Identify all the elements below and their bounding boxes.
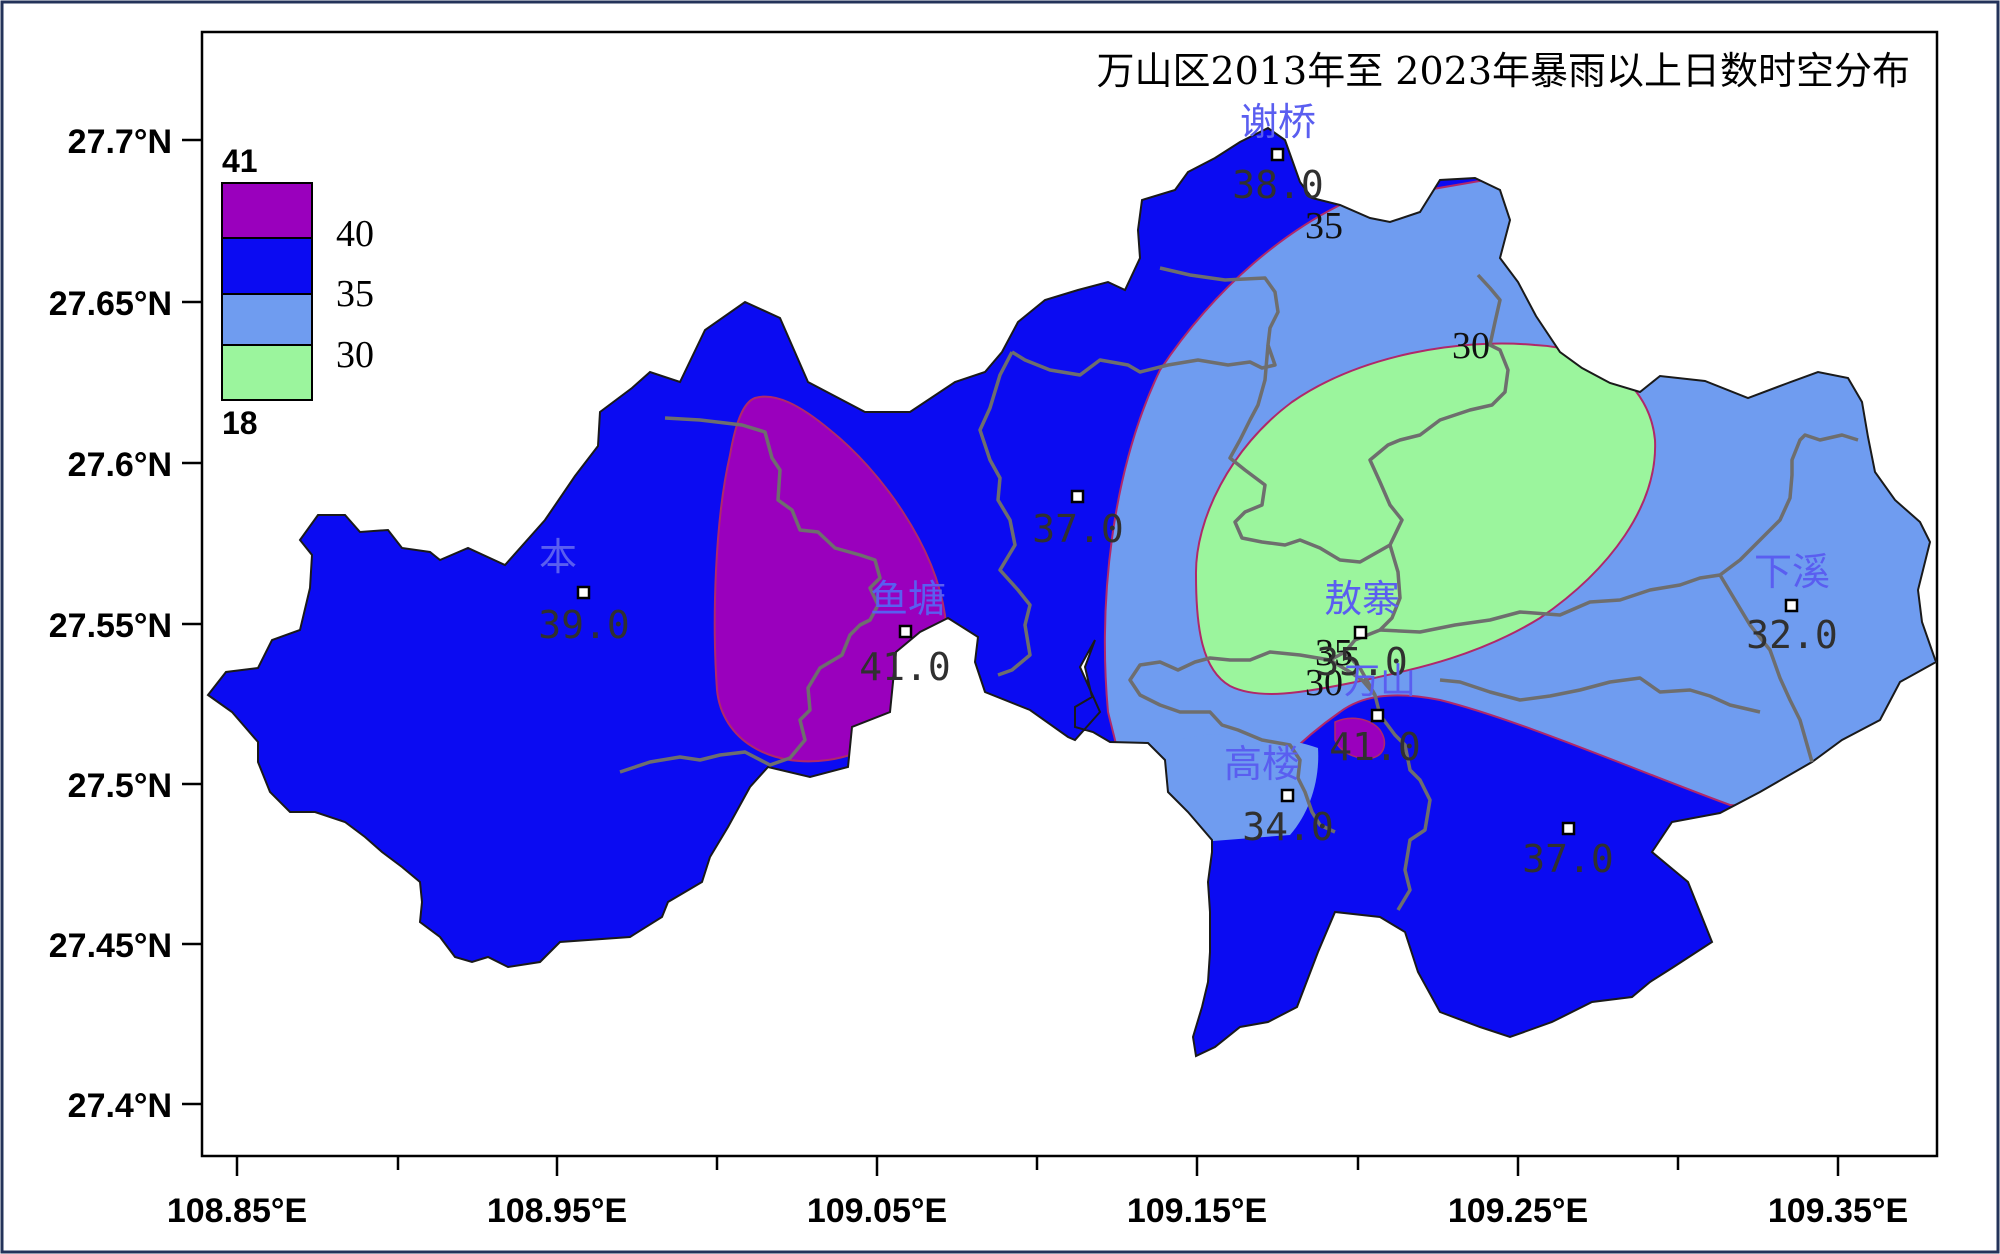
- station-unnamed-south[interactable]: 37.0: [1522, 821, 1614, 881]
- station-unnamed-north[interactable]: 37.0: [1032, 489, 1124, 551]
- station-marker: [1353, 625, 1368, 640]
- zone-40-41-wanshan: [1334, 717, 1386, 760]
- x-tick-label: 109.25°E: [1448, 1192, 1588, 1230]
- station-value: 37.0: [1522, 837, 1614, 881]
- station-west[interactable]: 本 39.0: [538, 535, 630, 647]
- y-tick-label: 27.45°N: [49, 927, 172, 965]
- legend-level-label: 35: [336, 273, 374, 315]
- station-gaolou[interactable]: 高楼 34.0: [1224, 742, 1334, 849]
- station-marker: [1280, 788, 1295, 803]
- x-axis: [235, 1156, 1840, 1176]
- legend: 41 40 35 30 18: [221, 143, 374, 441]
- station-value: 32.0: [1746, 613, 1838, 657]
- map-title: 万山区2013年至 2023年暴雨以上日数时空分布: [1097, 49, 1911, 93]
- station-yutang[interactable]: 鱼塘 41.0: [859, 577, 951, 689]
- zone-18-30: [1194, 342, 1657, 695]
- x-tick-label: 108.85°E: [167, 1192, 307, 1230]
- station-marker: [1784, 598, 1799, 613]
- station-marker: [1070, 489, 1085, 504]
- station-xieqiao[interactable]: 谢桥 38.0: [1232, 100, 1324, 207]
- y-tick-label: 27.65°N: [49, 285, 172, 323]
- station-value: 37.0: [1032, 507, 1124, 551]
- contour-label: 35: [1305, 205, 1343, 247]
- y-tick-label: 27.6°N: [68, 446, 172, 484]
- station-name: 谢桥: [1240, 100, 1316, 144]
- y-tick-label: 27.5°N: [68, 767, 172, 805]
- y-tick-label: 27.55°N: [49, 607, 172, 645]
- legend-min-label: 18: [222, 405, 258, 441]
- y-tick-label: 27.4°N: [68, 1087, 172, 1125]
- contour-label: 35: [1315, 632, 1353, 674]
- legend-level-label: 40: [336, 213, 374, 255]
- region-outline: [206, 126, 1938, 1058]
- township-boundaries: [619, 266, 1859, 911]
- station-name: 本: [539, 535, 577, 579]
- station-marker: [1370, 708, 1385, 723]
- x-tick-label: 108.95°E: [487, 1192, 627, 1230]
- station-aozhai[interactable]: 敖寨 35.0: [1316, 577, 1408, 684]
- legend-swatch-35-40: [221, 237, 313, 295]
- y-axis: [182, 138, 202, 1106]
- station-value: 34.0: [1242, 805, 1334, 849]
- station-name: 高楼: [1224, 742, 1300, 786]
- legend-swatch-30-35: [221, 293, 313, 346]
- station-value: 39.0: [538, 603, 630, 647]
- legend-level-label: 30: [336, 334, 374, 376]
- station-wanshan[interactable]: 万山 41.0: [1329, 661, 1421, 769]
- contour-label: 30: [1305, 662, 1343, 704]
- station-marker: [576, 585, 591, 600]
- stations: 谢桥 38.0 37.0 本 39.0 鱼塘 41.0 敖寨 35.0: [538, 100, 1838, 881]
- station-name: 鱼塘: [870, 577, 946, 621]
- x-tick-label: 109.35°E: [1768, 1192, 1908, 1230]
- x-tick-label: 109.15°E: [1127, 1192, 1267, 1230]
- station-xiaxi[interactable]: 下溪 32.0: [1746, 550, 1838, 657]
- station-name: 下溪: [1754, 550, 1830, 594]
- station-value: 35.0: [1316, 640, 1408, 684]
- station-name: 敖寨: [1324, 577, 1400, 621]
- station-marker: [1561, 821, 1576, 836]
- zone-30-35-gaolou: [1180, 733, 1319, 842]
- y-tick-label: 27.7°N: [68, 123, 172, 161]
- station-marker: [1270, 147, 1285, 162]
- contour-label: 30: [1452, 325, 1490, 367]
- zone-40-41-west: [713, 395, 947, 763]
- legend-max-label: 41: [222, 143, 258, 179]
- x-tick-label: 109.05°E: [807, 1192, 947, 1230]
- station-name: 万山: [1344, 661, 1416, 702]
- station-value: 41.0: [859, 645, 951, 689]
- station-marker: [898, 624, 913, 639]
- station-value: 38.0: [1232, 163, 1324, 207]
- station-value: 41.0: [1329, 725, 1421, 769]
- legend-swatch-40-41: [221, 182, 313, 239]
- legend-swatch-18-30: [221, 344, 313, 401]
